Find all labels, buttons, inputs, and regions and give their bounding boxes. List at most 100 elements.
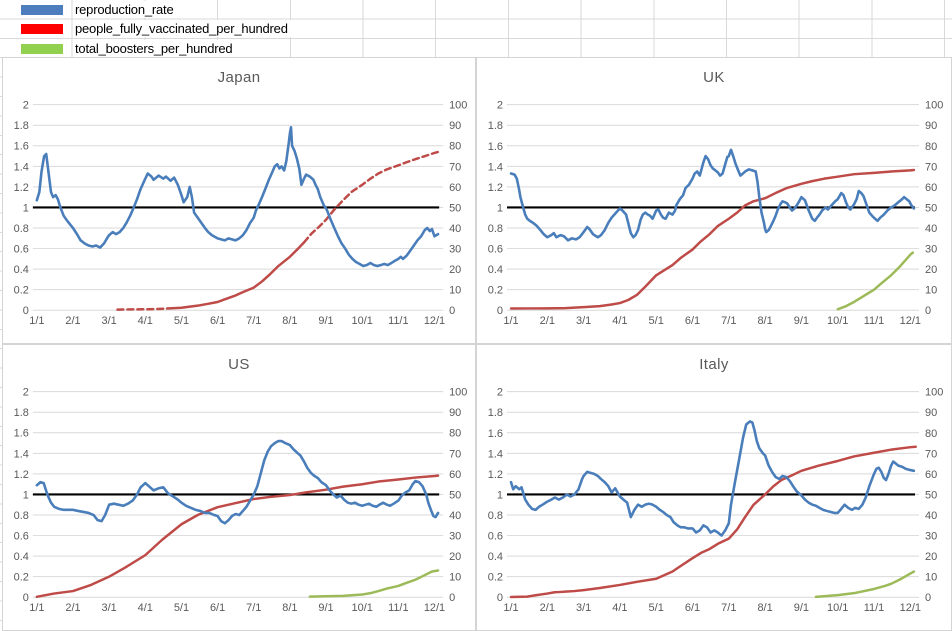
svg-text:11/1: 11/1 <box>388 602 408 614</box>
svg-text:90: 90 <box>449 407 461 419</box>
legend: reproduction_rate people_fully_vaccinate… <box>0 0 480 59</box>
legend-row-fully-vaccinated: people_fully_vaccinated_per_hundred <box>0 19 480 38</box>
svg-text:0.2: 0.2 <box>14 285 29 297</box>
x-axis-labels: 1/1 2/1 3/1 4/1 5/1 6/1 7/1 8/1 9/1 10/1 11/1 12/1 <box>29 315 445 327</box>
svg-text:1/1: 1/1 <box>503 315 518 327</box>
svg-text:1: 1 <box>497 202 503 214</box>
svg-text:0: 0 <box>23 592 29 604</box>
chart-italy[interactable]: Italy 0 0.2 0.4 0.6 0.8 1 1.2 1.4 1.6 1.8 2 0 10 20 30… <box>476 344 952 631</box>
svg-text:1.6: 1.6 <box>14 428 29 440</box>
svg-text:1.4: 1.4 <box>14 161 29 173</box>
svg-text:70: 70 <box>449 448 461 460</box>
svg-text:7/1: 7/1 <box>246 315 261 327</box>
svg-text:0.6: 0.6 <box>14 244 29 256</box>
y-axis-right-labels: 0 10 20 30 40 50 60 70 80 90 100 <box>449 100 467 318</box>
chart-canvas-us: 00.20.40.60.811.21.41.61.820102030405060… <box>14 387 468 614</box>
chart-us[interactable]: US 0 0.2 0.4 0.6 0.8 1 1.2 1.4 1.6 1.8 2 0 10 20 30 40 5… <box>2 344 476 631</box>
legend-row-reproduction-rate: reproduction_rate <box>0 0 480 19</box>
svg-text:0: 0 <box>925 305 931 317</box>
x-axis-labels: 1/1 2/1 3/1 4/1 5/1 6/1 7/1 8/1 9/1 10/1 11/1 12/1 <box>29 602 445 614</box>
svg-text:50: 50 <box>925 489 937 501</box>
svg-text:1/1: 1/1 <box>503 602 518 614</box>
svg-text:2/1: 2/1 <box>65 602 80 614</box>
svg-text:11/1: 11/1 <box>864 315 885 327</box>
svg-text:0.6: 0.6 <box>488 244 503 256</box>
series-total_boosters_per_hundred <box>814 570 916 599</box>
svg-text:0: 0 <box>449 305 455 317</box>
svg-text:30: 30 <box>449 531 461 543</box>
svg-text:20: 20 <box>925 551 937 563</box>
svg-text:10/1: 10/1 <box>827 602 848 614</box>
svg-text:1: 1 <box>23 489 29 501</box>
svg-text:1.8: 1.8 <box>488 407 503 419</box>
svg-text:10: 10 <box>925 572 937 584</box>
y-axis-left-labels: 0 0.2 0.4 0.6 0.8 1 1.2 1.4 1.6 1.8 2 <box>488 387 503 605</box>
series-reproduction_rate <box>509 148 916 242</box>
svg-text:0.6: 0.6 <box>14 531 29 543</box>
svg-text:8/1: 8/1 <box>757 315 772 327</box>
series-total_boosters_per_hundred <box>308 569 440 598</box>
svg-text:70: 70 <box>925 448 937 460</box>
svg-text:1/1: 1/1 <box>29 602 44 614</box>
svg-text:2/1: 2/1 <box>65 315 80 327</box>
svg-text:40: 40 <box>925 223 937 235</box>
svg-text:90: 90 <box>925 120 937 132</box>
chart-japan[interactable]: Japan 0 0.2 0.4 0.6 0.8 1 1.2 1.4 1.6 1.8 2 0 10 20 30… <box>2 57 476 344</box>
svg-text:1.4: 1.4 <box>14 448 29 460</box>
svg-text:10: 10 <box>925 285 937 297</box>
svg-text:5/1: 5/1 <box>649 602 664 614</box>
svg-text:50: 50 <box>449 202 461 214</box>
svg-text:30: 30 <box>449 244 461 256</box>
svg-text:12/1: 12/1 <box>424 602 445 614</box>
svg-text:60: 60 <box>449 469 461 481</box>
x-axis-labels: 1/1 2/1 3/1 4/1 5/1 6/1 7/1 8/1 9/1 10/1 11/1 12/1 <box>503 602 921 614</box>
svg-text:0.8: 0.8 <box>488 223 503 235</box>
svg-text:1.4: 1.4 <box>488 448 503 460</box>
legend-swatch-blue-icon <box>21 5 63 15</box>
svg-text:9/1: 9/1 <box>318 602 333 614</box>
chart-title-japan: Japan <box>217 69 261 86</box>
svg-text:1.6: 1.6 <box>14 141 29 153</box>
svg-text:60: 60 <box>449 182 461 194</box>
legend-label: people_fully_vaccinated_per_hundred <box>74 20 292 38</box>
svg-text:9/1: 9/1 <box>318 315 333 327</box>
legend-label: total_boosters_per_hundred <box>74 39 237 57</box>
svg-text:6/1: 6/1 <box>685 315 700 327</box>
svg-text:10: 10 <box>449 285 461 297</box>
svg-text:2/1: 2/1 <box>540 602 555 614</box>
svg-text:5/1: 5/1 <box>174 602 189 614</box>
svg-text:3/1: 3/1 <box>102 315 117 327</box>
legend-row-total-boosters: total_boosters_per_hundred <box>0 39 480 58</box>
svg-text:7/1: 7/1 <box>721 602 736 614</box>
svg-text:3/1: 3/1 <box>576 315 591 327</box>
chart-title-us: US <box>228 356 250 373</box>
svg-text:90: 90 <box>449 120 461 132</box>
svg-text:1.8: 1.8 <box>14 407 29 419</box>
series-total_boosters_per_hundred <box>836 251 915 311</box>
svg-text:8/1: 8/1 <box>757 602 772 614</box>
svg-text:2: 2 <box>497 387 503 399</box>
svg-text:1.2: 1.2 <box>488 182 503 194</box>
svg-text:90: 90 <box>925 407 937 419</box>
y-axis-right-labels: 0 10 20 30 40 50 60 70 80 90 100 <box>449 387 467 605</box>
svg-text:0: 0 <box>497 305 503 317</box>
svg-text:70: 70 <box>449 161 461 173</box>
legend-label: reproduction_rate <box>74 1 178 18</box>
svg-text:0: 0 <box>497 592 503 604</box>
svg-text:50: 50 <box>925 202 937 214</box>
svg-text:1.2: 1.2 <box>488 469 503 481</box>
svg-text:80: 80 <box>449 141 461 153</box>
svg-text:2: 2 <box>497 100 503 112</box>
svg-text:1.6: 1.6 <box>488 428 503 440</box>
svg-text:12/1: 12/1 <box>424 315 445 327</box>
svg-text:4/1: 4/1 <box>138 315 153 327</box>
svg-text:100: 100 <box>449 387 467 399</box>
chart-uk[interactable]: UK 0 0.2 0.4 0.6 0.8 1 1.2 1.4 1.6 1.8 2 0 10 20 30 40 5… <box>476 57 952 344</box>
chart-title-italy: Italy <box>699 356 729 373</box>
svg-text:0.4: 0.4 <box>14 551 29 563</box>
svg-text:0.4: 0.4 <box>14 264 29 276</box>
series-people_fully_vaccinated_per_hundred <box>509 168 916 310</box>
series-people_fully_vaccinated_per_hundred <box>35 474 440 599</box>
svg-text:4/1: 4/1 <box>138 602 153 614</box>
svg-text:80: 80 <box>925 428 937 440</box>
